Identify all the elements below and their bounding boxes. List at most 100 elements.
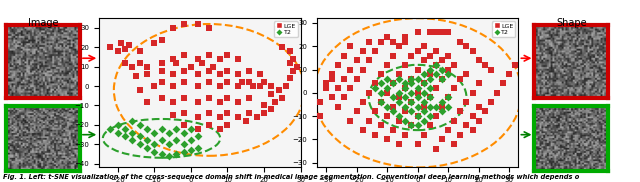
Point <box>156 81 166 84</box>
Point <box>333 105 343 108</box>
Point <box>149 85 159 88</box>
Point <box>400 82 410 85</box>
Point <box>270 100 280 103</box>
Point <box>406 54 417 57</box>
Point <box>419 59 429 62</box>
Point <box>346 45 356 48</box>
Point <box>443 105 453 108</box>
Point <box>400 133 410 136</box>
Point <box>120 48 130 51</box>
Text: Fig. 1. Left: t-SNE visualization of the cross-sequence domain shift in medical : Fig. 1. Left: t-SNE visualization of the… <box>3 174 579 180</box>
Point <box>425 124 435 127</box>
Point <box>431 147 441 150</box>
Point <box>120 61 130 64</box>
Point <box>222 112 232 115</box>
Point <box>431 63 441 66</box>
Point <box>204 26 214 29</box>
Point <box>370 87 380 90</box>
Point <box>394 119 404 122</box>
Point <box>156 127 166 130</box>
Point <box>394 91 404 94</box>
Point <box>274 88 284 91</box>
Point <box>292 65 302 68</box>
Point <box>208 65 218 68</box>
Point <box>179 81 189 84</box>
Point <box>131 75 141 78</box>
Legend: LGE, T2: LGE, T2 <box>274 21 298 37</box>
Point <box>113 123 123 126</box>
Point <box>315 115 325 118</box>
Point <box>394 45 404 48</box>
Point <box>455 133 465 136</box>
Point <box>222 69 232 72</box>
Point <box>277 96 287 99</box>
Point <box>333 87 343 90</box>
Point <box>388 82 398 85</box>
Point <box>376 124 386 127</box>
Point <box>388 105 398 108</box>
Point <box>156 61 166 64</box>
Point <box>498 82 508 85</box>
Point <box>406 77 417 80</box>
Point <box>425 96 435 99</box>
Point <box>289 69 299 72</box>
Point <box>141 127 152 130</box>
Point <box>400 110 410 113</box>
Point <box>215 127 225 130</box>
Point <box>425 31 435 34</box>
Point <box>156 69 166 72</box>
Point <box>431 49 441 52</box>
Point <box>413 143 423 146</box>
Point <box>193 127 204 130</box>
Point <box>382 87 392 90</box>
Point <box>461 101 472 104</box>
Point <box>431 63 441 66</box>
Point <box>455 110 465 113</box>
Point <box>388 54 398 57</box>
Point <box>437 138 447 141</box>
Point <box>315 101 325 104</box>
Point <box>193 58 204 60</box>
Point <box>358 49 368 52</box>
Point <box>204 123 214 126</box>
Point <box>400 63 410 66</box>
Point <box>234 58 244 60</box>
Point <box>388 129 398 132</box>
Point <box>321 87 331 90</box>
Point <box>285 50 295 53</box>
Point <box>425 54 435 57</box>
Point <box>419 119 429 122</box>
Point <box>222 96 232 99</box>
Point <box>394 77 404 80</box>
Point <box>406 82 417 85</box>
Point <box>455 40 465 43</box>
Point <box>425 115 435 118</box>
Point <box>105 127 115 130</box>
Point <box>134 88 145 91</box>
Point <box>333 63 343 66</box>
Point <box>431 73 441 76</box>
Point <box>168 85 178 88</box>
Point <box>215 116 225 118</box>
Point <box>120 127 130 130</box>
Point <box>419 110 429 113</box>
Point <box>156 139 166 142</box>
Point <box>168 58 178 60</box>
Point <box>127 119 138 122</box>
Point <box>413 115 423 118</box>
Point <box>486 68 496 71</box>
Point <box>364 91 374 94</box>
Point <box>443 73 453 76</box>
Point <box>474 59 484 62</box>
Point <box>400 40 410 43</box>
Point <box>171 61 181 64</box>
Point <box>474 119 484 122</box>
Point <box>156 96 166 99</box>
Point <box>266 85 276 88</box>
Point <box>215 58 225 60</box>
Point <box>259 112 269 115</box>
Point <box>413 96 423 99</box>
Point <box>492 91 502 94</box>
Point <box>168 114 178 116</box>
Point <box>437 59 447 62</box>
